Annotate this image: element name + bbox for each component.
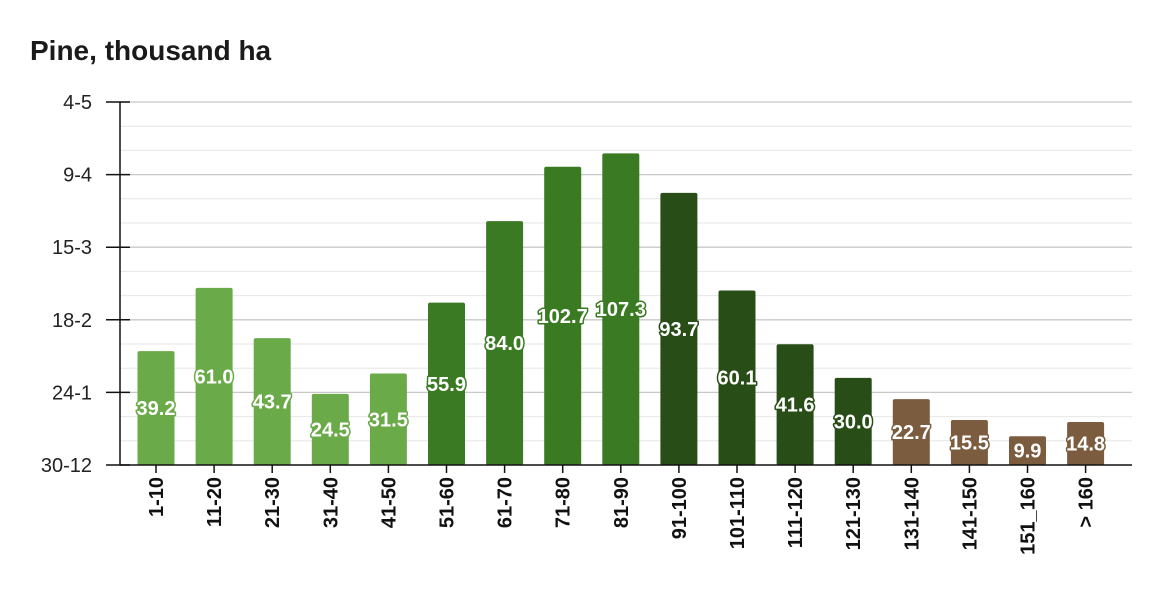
x-tick-label: 131-140: [901, 477, 923, 550]
bar: [892, 399, 930, 465]
data-label: 55.9: [427, 374, 466, 396]
x-axis: 1-10 11-20 21-30 31-40 41-50 51-60 61-70 71-80 8…: [120, 464, 1132, 555]
data-labels: 39.2 61.0 43.7 24.5 31.5 55.9 84.0 102.7 107.3 93…: [135, 298, 1107, 464]
data-label: 93.7: [659, 319, 698, 341]
bar: [1009, 436, 1046, 465]
x-tick-label: 1-10: [146, 477, 168, 517]
data-label: 22.7: [892, 422, 931, 444]
bar: [776, 344, 814, 465]
bar: [311, 393, 349, 465]
y-tick-label: 24-1: [52, 382, 92, 404]
data-label: 61.0: [195, 366, 234, 388]
y-tick-label: 9-4: [63, 165, 92, 187]
bar: [602, 153, 640, 465]
bar: [834, 377, 872, 465]
y-tick-label: 18-2: [52, 310, 92, 332]
bar: [1067, 422, 1105, 465]
x-tick-label: 61-70: [495, 477, 517, 528]
data-label: 43.7: [253, 392, 292, 414]
bar: [369, 373, 407, 465]
bar: [950, 419, 988, 465]
x-tick-label: 151_160: [1018, 477, 1040, 555]
x-tick-label: 141-150: [959, 477, 981, 550]
y-axis: 4-5 9-4 15-3 18-2 24-1 30-12: [41, 92, 130, 477]
x-tick-label: > 160: [1076, 477, 1098, 528]
x-tick-label: 91-100: [669, 477, 691, 539]
x-tick-label: 11-20: [204, 477, 226, 527]
x-tick-label: 101-110: [727, 477, 749, 549]
bar: [660, 192, 698, 465]
bars: [137, 153, 1105, 465]
bar: [718, 290, 756, 465]
data-label: 24.5: [311, 419, 350, 441]
x-tick-label: 71-80: [553, 477, 575, 528]
data-label: 41.6: [776, 395, 815, 417]
x-tick-label: 81-90: [611, 477, 633, 528]
data-label: 31.5: [369, 409, 408, 431]
chart-title: Pine, thousand ha: [30, 35, 272, 66]
bar: [195, 287, 233, 465]
bar: [486, 221, 524, 465]
y-tick-label: 15-3: [52, 237, 92, 259]
data-label: 14.8: [1066, 434, 1105, 456]
x-tick-label: 111-120: [785, 477, 807, 548]
data-label: 39.2: [137, 398, 176, 420]
data-label: 30.0: [834, 411, 873, 433]
bar: [544, 166, 582, 465]
x-tick-label: 51-60: [437, 477, 459, 528]
y-tick-label: 30-12: [41, 455, 92, 477]
y-tick-label: 4-5: [63, 92, 92, 114]
data-label: 15.5: [950, 432, 989, 454]
data-label: 60.1: [718, 368, 757, 390]
x-tick-label: 31-40: [320, 477, 342, 528]
bar: [253, 338, 291, 465]
bar: [428, 302, 465, 465]
x-tick-label: 41-50: [378, 477, 400, 528]
data-label: 84.0: [485, 333, 524, 355]
x-tick-label: 21-30: [262, 477, 284, 528]
data-label: 107.3: [596, 299, 646, 321]
data-label: 9.9: [1014, 441, 1042, 463]
x-tick-label: 121-130: [843, 477, 865, 550]
data-label: 102.7: [538, 306, 588, 328]
bar: [137, 351, 175, 465]
